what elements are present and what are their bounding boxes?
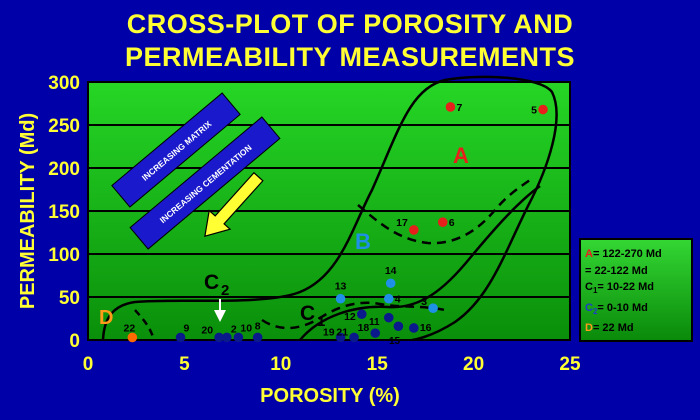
- data-point-C1-21: [349, 332, 359, 343]
- chart-title: CROSS-PLOT OF POROSITY AND PERMEABILITY …: [0, 8, 700, 74]
- legend-prefix: D: [585, 322, 593, 335]
- legend-text: = 22 Md: [592, 322, 634, 335]
- point-label-15: 15: [389, 336, 401, 347]
- data-point-C2-8: [252, 332, 263, 343]
- point-label-19: 19: [323, 326, 335, 338]
- legend-item-c2: C2= 0-10 Md: [585, 300, 687, 321]
- y-tick-label: 50: [59, 288, 80, 309]
- data-point-C1-16: [409, 323, 419, 333]
- region-label-c2: C: [204, 271, 219, 294]
- point-label-10: 10: [240, 322, 252, 334]
- legend-item-b: = 22-122 Md: [585, 263, 687, 280]
- y-tick-label: 200: [48, 159, 80, 180]
- point-label-20: 20: [201, 324, 213, 336]
- data-point-B-3: [428, 303, 438, 313]
- y-tick-label: 250: [48, 116, 80, 137]
- point-label-8: 8: [255, 320, 261, 332]
- data-point-C2-9: [175, 332, 186, 343]
- legend: A= 122-270 Md = 22-122 Md C1= 10-22 Md C2= …: [579, 238, 693, 342]
- data-point-C2-20: [214, 332, 224, 343]
- region-label-d: D: [99, 307, 113, 329]
- boundary-d-dashed: [134, 309, 156, 341]
- data-point-A-5: [538, 104, 548, 115]
- chart-title-line2: PERMEABILITY MEASUREMENTS: [124, 42, 576, 72]
- region-label-c1: C: [300, 302, 315, 325]
- data-point-A-6: [437, 217, 448, 227]
- point-label-2: 2: [231, 323, 237, 335]
- legend-item-c1: C1= 10-22 Md: [585, 279, 687, 300]
- legend-text: = 10-22 Md: [597, 281, 654, 293]
- boundary-c1-b-dashed: [261, 301, 446, 330]
- chart-title-line1: CROSS-PLOT OF POROSITY AND: [126, 9, 574, 39]
- data-point-A-7: [445, 102, 456, 112]
- yellow-arrow-icon: [204, 171, 264, 238]
- legend-prefix: C: [585, 281, 593, 293]
- x-tick-label: 25: [559, 354, 581, 375]
- legend-item-a: A= 122-270 Md: [585, 246, 687, 263]
- envelope-inner-line: [299, 184, 541, 341]
- y-axis-label: PERMEABILITY (Md): [17, 113, 39, 309]
- data-point-A-17: [409, 225, 419, 235]
- region-label-a: A: [453, 143, 469, 168]
- point-label-9: 9: [184, 322, 190, 334]
- legend-text: = 22-122 Md: [585, 264, 648, 277]
- point-label-17: 17: [396, 217, 408, 229]
- y-tick-label: 300: [48, 73, 80, 94]
- x-tick-label: 0: [83, 354, 94, 375]
- point-label-3: 3: [421, 296, 427, 308]
- x-tick-label: 5: [179, 354, 190, 375]
- data-point-D-22: [127, 332, 138, 343]
- boundary-a-b-dashed: [357, 176, 534, 245]
- data-point-C1-19: [335, 332, 346, 343]
- data-point-B-14: [385, 278, 396, 289]
- point-label-22: 22: [124, 322, 136, 334]
- point-label-11: 11: [369, 317, 380, 328]
- data-point-B-4: [383, 293, 394, 304]
- data-point-C2-10: [233, 332, 244, 343]
- point-label-4: 4: [395, 294, 401, 306]
- point-label-13: 13: [335, 281, 347, 293]
- region-label-c2-sub: 2: [221, 282, 229, 299]
- x-axis-label: POROSITY (%): [260, 385, 400, 407]
- legend-prefix: C: [585, 301, 593, 314]
- x-tick-label: 10: [270, 354, 291, 375]
- data-point-C1-18: [370, 328, 381, 338]
- region-label-c1-sub: 1: [317, 313, 325, 330]
- point-label-16: 16: [420, 322, 432, 334]
- data-point-C2-2: [222, 332, 232, 343]
- region-label-b: B: [355, 229, 371, 254]
- legend-item-d: D= 22 Md: [585, 320, 687, 337]
- x-tick-label: 15: [367, 354, 389, 375]
- y-tick-label: 100: [48, 245, 80, 266]
- y-axis-ticks: 0 50 100 150 200 250 300: [48, 73, 80, 352]
- point-label-5: 5: [531, 105, 537, 117]
- data-point-B-13: [335, 293, 346, 304]
- legend-text: = 122-270 Md: [592, 248, 662, 260]
- legend-prefix: A: [585, 248, 593, 260]
- data-point-C1-12: [356, 309, 367, 320]
- y-tick-label: 0: [69, 331, 80, 352]
- point-label-21: 21: [336, 326, 348, 338]
- x-axis-ticks: 0 5 10 15 20 25: [83, 354, 581, 375]
- point-label-12: 12: [344, 311, 356, 323]
- y-tick-label: 150: [48, 202, 80, 223]
- legend-subscript: 1: [592, 286, 598, 296]
- point-label-6: 6: [449, 217, 455, 229]
- point-label-14: 14: [385, 265, 397, 277]
- data-point-C1: [393, 321, 404, 332]
- data-point-C1: [383, 312, 394, 323]
- x-tick-label: 20: [463, 354, 484, 375]
- legend-text: = 0-10 Md: [597, 301, 648, 314]
- legend-subscript: 2: [592, 306, 598, 316]
- point-label-18: 18: [358, 322, 370, 334]
- point-label-7: 7: [456, 102, 462, 114]
